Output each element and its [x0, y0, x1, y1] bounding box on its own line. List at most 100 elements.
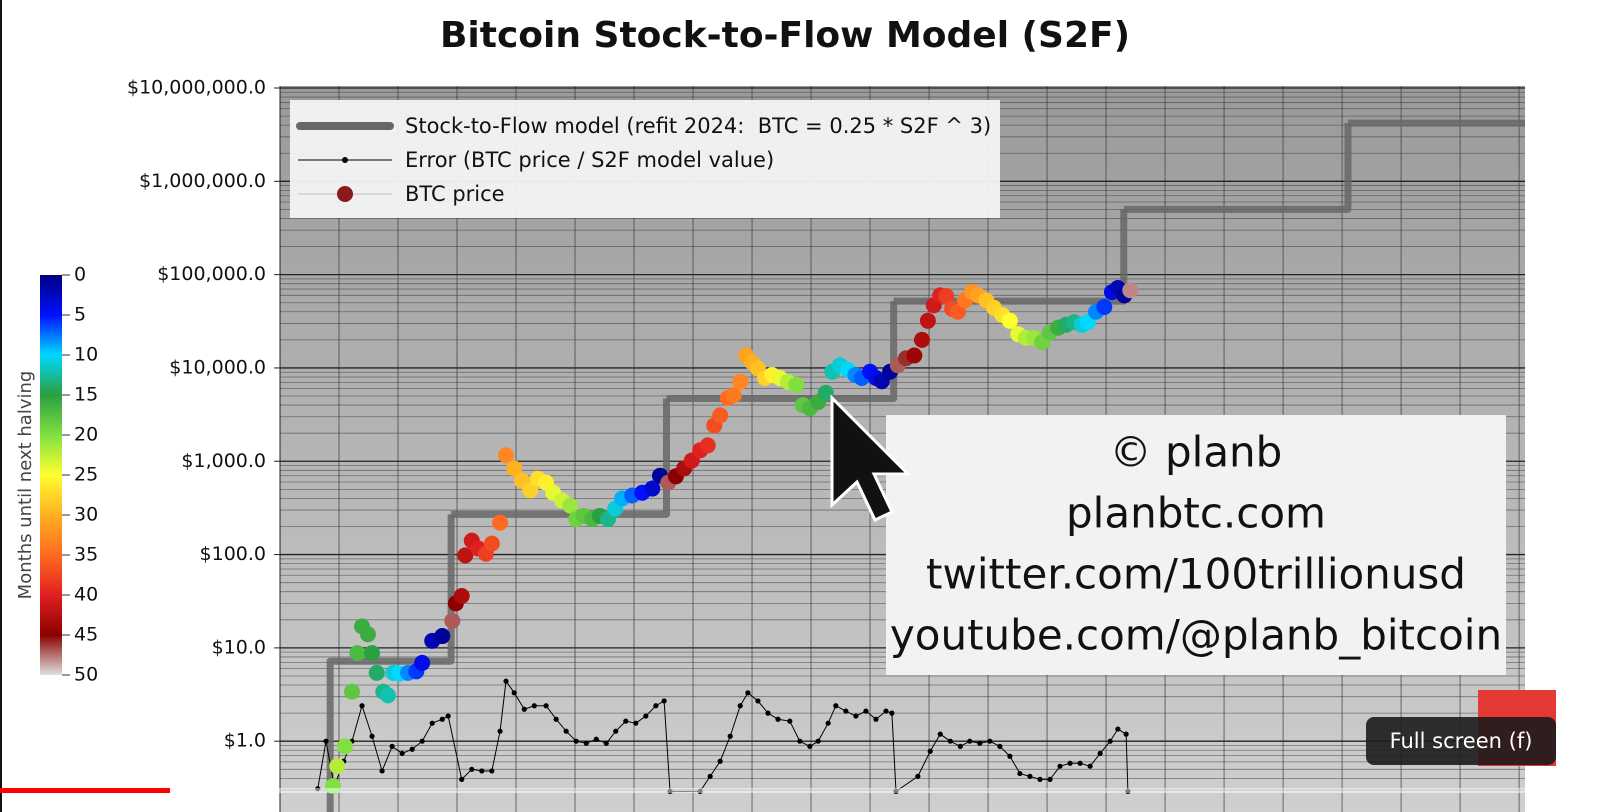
- y-tick-label: $10.0: [212, 636, 266, 658]
- error-point: [469, 766, 475, 772]
- error-point: [987, 738, 993, 744]
- colorbar-tick-label: 20: [74, 424, 98, 446]
- marks: [315, 119, 1525, 812]
- tooltip: Full screen (f): [1390, 729, 1533, 753]
- error-point: [937, 731, 943, 737]
- price-point: [949, 303, 966, 320]
- price-point: [329, 758, 346, 775]
- watermark-box: [886, 415, 1506, 675]
- error-point: [1077, 760, 1083, 766]
- tooltip-box: [1366, 717, 1556, 765]
- error-point: [653, 703, 659, 709]
- watermark-line: © planb: [1110, 428, 1283, 477]
- progress-track[interactable]: [0, 788, 1606, 793]
- error-point: [661, 698, 667, 704]
- error-point: [915, 773, 921, 779]
- watermark: © planb planbtc.com twitter.com/100trillio…: [886, 415, 1506, 675]
- error-point: [967, 738, 973, 744]
- error-point: [531, 703, 537, 709]
- watermark-line: twitter.com/100trillionusd: [926, 550, 1466, 599]
- price-point: [725, 387, 742, 404]
- error-point: [833, 703, 839, 709]
- colorbar-tick-label: 30: [74, 504, 98, 526]
- price-point: [1001, 312, 1018, 329]
- error-point: [511, 690, 517, 696]
- watermark-line: youtube.com/@planb_bitcoin: [890, 611, 1502, 660]
- price-point: [788, 376, 805, 393]
- watermark-line: planbtc.com: [1066, 489, 1326, 538]
- error-point: [369, 733, 375, 739]
- colorbar-scale: [40, 275, 62, 675]
- price-point: [562, 497, 579, 514]
- error-point: [863, 708, 869, 714]
- error-point: [977, 740, 983, 746]
- error-point: [775, 716, 781, 722]
- error-point: [883, 708, 889, 714]
- error-point: [745, 690, 751, 696]
- y-tick-label: $10,000,000.0: [127, 77, 266, 99]
- colorbar-tick-label: 45: [74, 624, 98, 646]
- model-step: [451, 398, 670, 518]
- error-point: [825, 720, 831, 726]
- price-point: [364, 645, 381, 662]
- error-point: [429, 720, 435, 726]
- price-point: [359, 626, 376, 643]
- model-step: [1123, 123, 1352, 213]
- frame-edge: [0, 0, 2, 812]
- error-point: [419, 738, 425, 744]
- price-point: [434, 628, 451, 645]
- price-point: [483, 535, 500, 552]
- error-point: [643, 713, 649, 719]
- legend-label: BTC price: [405, 182, 505, 206]
- colorbar-tick-label: 25: [74, 464, 98, 486]
- price-point: [1096, 298, 1113, 315]
- error-point: [727, 733, 733, 739]
- legend-label: Stock-to-Flow model (refit 2024: BTC = 0…: [405, 114, 991, 138]
- colorbar-tick-label: 50: [74, 664, 98, 686]
- error-point: [1017, 770, 1023, 777]
- error-point: [1007, 753, 1013, 759]
- error-point: [489, 768, 495, 774]
- price-point: [379, 687, 396, 704]
- price-point: [497, 447, 514, 464]
- error-point: [737, 703, 743, 709]
- error-point: [553, 716, 559, 722]
- price-point: [343, 683, 360, 700]
- error-point: [873, 716, 879, 722]
- error-point: [707, 773, 713, 779]
- chart-title: Bitcoin Stock-to-Flow Model (S2F): [440, 15, 1130, 56]
- error-point: [389, 743, 395, 749]
- error-point: [889, 710, 895, 716]
- colorbar-tick-label: 0: [74, 264, 86, 286]
- y-tick-label: $1.0: [224, 730, 266, 752]
- error-point: [459, 776, 465, 782]
- y-tick-label: $100,000.0: [157, 263, 266, 285]
- error-point: [1123, 731, 1129, 737]
- error-point: [853, 713, 859, 719]
- error-point: [563, 728, 569, 734]
- price-point: [906, 347, 923, 364]
- price-point: [492, 514, 509, 531]
- price-point: [453, 587, 470, 604]
- error-point: [1115, 726, 1121, 732]
- error-point: [947, 738, 953, 744]
- price-point: [644, 480, 661, 497]
- price-point: [1122, 282, 1139, 299]
- error-point: [445, 713, 451, 719]
- error-point: [957, 743, 963, 749]
- error-point: [359, 703, 365, 709]
- error-point: [497, 728, 503, 734]
- colorbar-tick-label: 5: [74, 304, 86, 326]
- error-point: [815, 738, 821, 744]
- error-point: [521, 706, 527, 712]
- y-tick-label: $10,000.0: [169, 356, 266, 378]
- price-point: [817, 384, 834, 401]
- error-point: [613, 728, 619, 734]
- error-point: [787, 718, 793, 724]
- error-point: [603, 740, 609, 746]
- error-point: [1067, 760, 1073, 766]
- error-point: [717, 758, 723, 764]
- error-point: [843, 708, 849, 714]
- y-tick-label: $1,000,000.0: [139, 170, 266, 192]
